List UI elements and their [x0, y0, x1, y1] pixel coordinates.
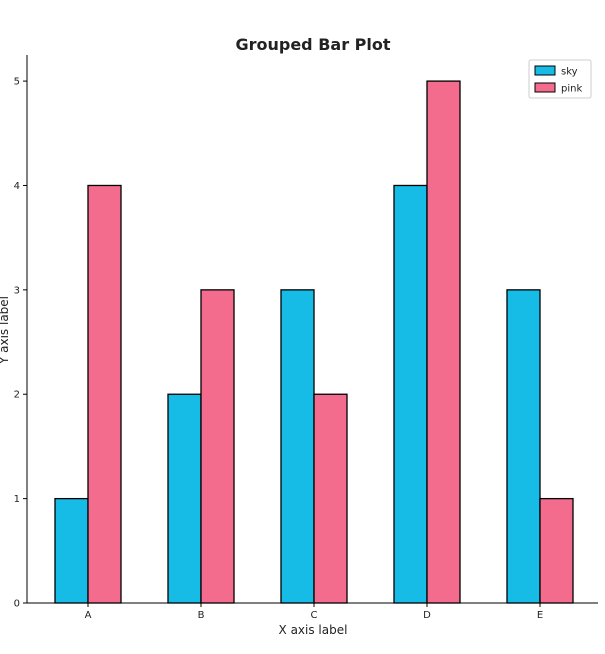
bar-pink-D — [426, 80, 461, 604]
legend: sky pink — [528, 59, 592, 99]
x-tick-label-E: E — [537, 610, 543, 621]
y-tick-label: 2 — [14, 390, 20, 401]
x-tick-label-D: D — [423, 610, 431, 621]
x-tick-label-C: C — [311, 610, 318, 621]
bar-sky-A — [54, 497, 89, 604]
chart-title: Grouped Bar Plot — [235, 35, 390, 54]
y-tick-label: 0 — [14, 599, 20, 610]
y-tick-label: 3 — [14, 285, 20, 296]
x-tick-label-A: A — [85, 610, 92, 621]
y-tick-label: 1 — [14, 494, 20, 505]
legend-swatch-sky — [534, 65, 556, 76]
bar-pink-A — [87, 184, 122, 604]
legend-label-sky: sky — [561, 67, 578, 78]
y-ticks: 0 1 2 3 4 5 — [14, 77, 27, 610]
y-axis-label: Y axis label — [0, 296, 11, 365]
x-axis-label: X axis label — [279, 623, 348, 637]
legend-swatch-pink — [534, 82, 556, 93]
bar-pink-C — [313, 393, 348, 604]
bar-sky-D — [393, 184, 428, 604]
bar-pink-E — [539, 497, 574, 604]
legend-label-pink: pink — [561, 84, 582, 95]
bar-sky-E — [506, 289, 541, 604]
x-tick-label-B: B — [198, 610, 205, 621]
x-ticks: A B C D E — [85, 603, 543, 621]
bar-pink-B — [200, 289, 235, 604]
y-tick-label: 4 — [14, 181, 20, 192]
bar-sky-C — [280, 289, 315, 604]
y-tick-label: 5 — [14, 77, 20, 88]
bars-layer — [54, 80, 574, 604]
bar-sky-B — [167, 393, 202, 604]
